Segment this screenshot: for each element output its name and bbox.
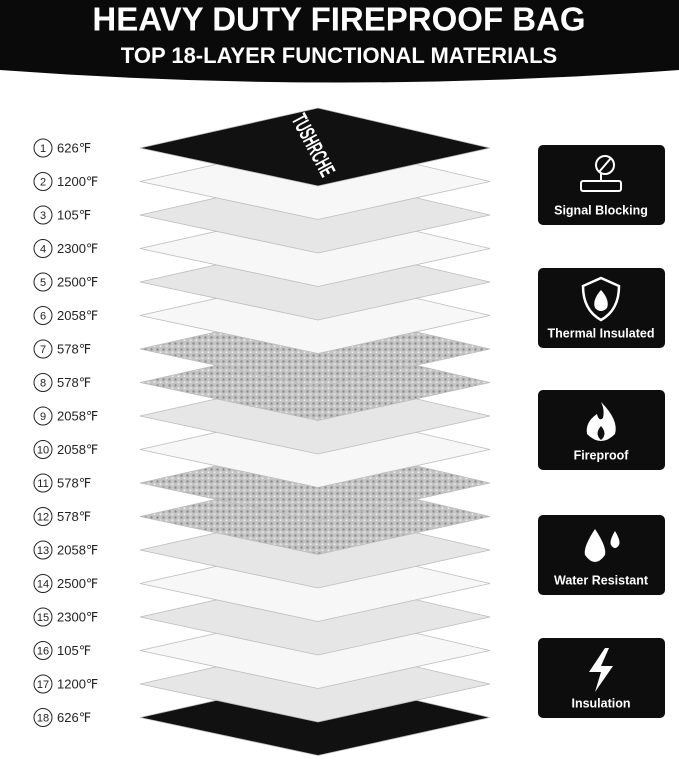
layer-number: 9: [40, 411, 46, 423]
layer-number-circle: [33, 440, 53, 459]
icon-shape: [589, 648, 613, 692]
icon-shape: [586, 402, 616, 441]
layer-number-circle: [33, 205, 53, 225]
layer-number: 1: [40, 143, 46, 155]
layer-temp: 626℉: [57, 140, 91, 155]
layer-number: 7: [40, 344, 46, 356]
layer-number: 6: [40, 310, 46, 322]
layer-number-circle: [33, 540, 53, 560]
feature-label: Thermal Insulated: [548, 326, 655, 340]
layer-temp: 578℉: [57, 341, 91, 356]
layer-number-circle: [33, 607, 53, 627]
layer-temp: 1200℉: [57, 676, 98, 691]
layer-number-circle: [33, 306, 53, 325]
layer-temp: 1200℉: [57, 174, 98, 189]
layer-temp: 2300℉: [57, 241, 98, 256]
layer-labels: 1 626℉ 2 1200℉ 3 105℉ 4 2300℉ 5 2500℉ 6 2058℉ 7 578℉ 8…: [33, 138, 98, 727]
layer-number: 14: [37, 578, 49, 590]
layer-temp: 578℉: [57, 375, 91, 390]
layer-number-circle: [33, 406, 53, 426]
layer-number: 5: [40, 277, 46, 289]
icon-shape: [584, 529, 606, 562]
layer-number: 16: [37, 645, 49, 657]
feature-label: Insulation: [571, 696, 630, 710]
layer-number-circle: [33, 272, 53, 292]
feature-icon: [584, 529, 620, 562]
feature-icon: [581, 276, 621, 322]
feature-badge: [538, 145, 665, 225]
layer-temp: 626℉: [57, 710, 91, 725]
icon-shape: [610, 531, 620, 548]
feature-icon: [580, 155, 622, 192]
layer-number-circle: [33, 507, 53, 526]
layer-number-circle: [33, 138, 53, 158]
header-band: [0, 0, 679, 83]
layer-number: 15: [37, 612, 49, 624]
layer-temp: 2058℉: [57, 408, 98, 423]
layer-temp: 2058℉: [57, 308, 98, 323]
layer-number: 12: [37, 511, 49, 523]
feature-list: Signal Blocking Thermal Insulated Fireproo…: [538, 145, 665, 718]
layer-number: 4: [40, 243, 46, 255]
layer-temp: 2500℉: [57, 576, 98, 591]
layer-number: 11: [37, 478, 48, 490]
layer-temp: 578℉: [57, 475, 91, 490]
feature-label: Fireproof: [574, 448, 630, 462]
layer-temp: 105℉: [57, 643, 91, 658]
layer-temp: 578℉: [57, 509, 91, 524]
layer-number: 8: [40, 377, 46, 389]
icon-shape: [597, 426, 605, 440]
layer-stack: TUSHRCHE: [139, 107, 491, 756]
layer-number: 18: [37, 712, 49, 724]
feature-icon: [586, 402, 616, 441]
layer-number: 17: [37, 679, 49, 691]
layer-temp: 105℉: [57, 207, 91, 222]
feature-icon: [589, 648, 613, 692]
icon-shape: [581, 276, 621, 322]
layer-number-circle: [33, 674, 53, 694]
layer-temp: 2058℉: [57, 542, 98, 557]
layer-number-circle: [33, 339, 53, 359]
layer-temp: 2500℉: [57, 274, 98, 289]
layer-number: 2: [40, 176, 46, 188]
layer-temp: 2058℉: [57, 442, 98, 457]
layer-number: 10: [37, 444, 49, 456]
layer-number-circle: [33, 172, 53, 191]
layer-number-circle: [33, 574, 53, 593]
icon-shape: [595, 155, 615, 175]
layer-number-circle: [33, 641, 53, 660]
feature-label: Water Resistant: [554, 573, 649, 587]
title: HEAVY DUTY FIREPROOF BAG: [92, 1, 585, 38]
layer-sheet: [139, 107, 491, 187]
layer-number-circle: [33, 373, 53, 392]
layer-number: 13: [37, 545, 49, 557]
icon-shape: [598, 157, 612, 173]
layer-number-circle: [33, 239, 53, 258]
layer-number-circle: [33, 473, 53, 493]
layer-number-circle: [33, 708, 53, 727]
feature-label: Signal Blocking: [554, 203, 648, 217]
icon-shape: [594, 290, 608, 311]
layer-number: 3: [40, 210, 46, 222]
subtitle: TOP 18-LAYER FUNCTIONAL MATERIALS: [121, 43, 557, 68]
layer-temp: 2300℉: [57, 609, 98, 624]
